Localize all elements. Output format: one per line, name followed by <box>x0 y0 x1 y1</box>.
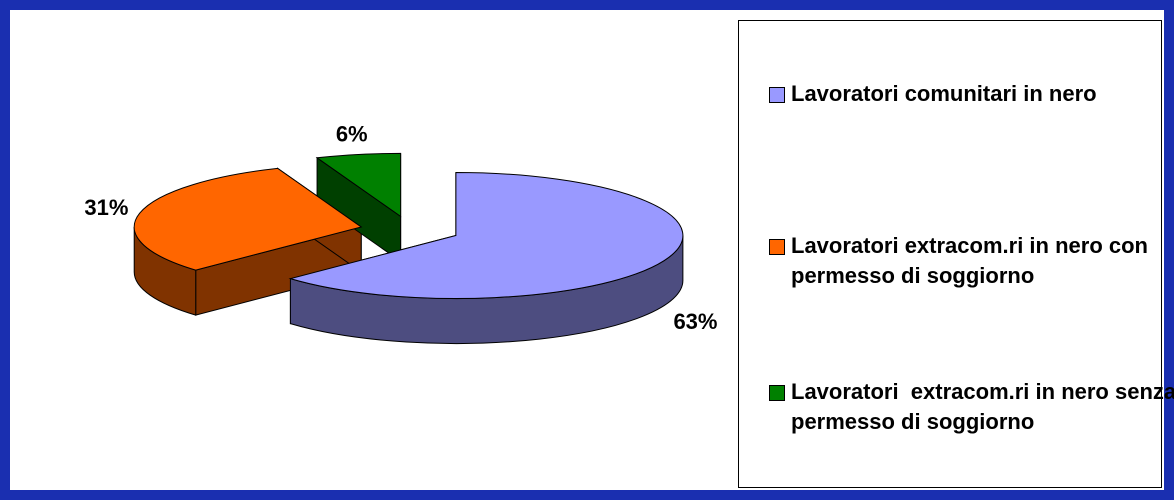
data-label: 31% <box>84 195 128 220</box>
legend-swatch <box>769 385 785 401</box>
slice <box>133 167 363 271</box>
data-label: 6% <box>336 122 368 147</box>
legend-label: Lavoratori comunitari in nero <box>791 81 1097 106</box>
legend-label: Lavoratori extracom.ri in nero con perme… <box>791 233 1155 288</box>
legend-swatch <box>769 239 785 255</box>
slice <box>315 152 402 218</box>
chart: 63% 31% 6% <box>84 122 717 345</box>
legend: Lavoratori comunitari in nero Lavoratori … <box>738 20 1174 488</box>
slice <box>288 172 684 300</box>
legend-swatch <box>769 87 785 103</box>
legend-entry: Lavoratori extracom.ri in nero con perme… <box>769 231 1174 291</box>
legend-label: Lavoratori extracom.ri in nero senza per… <box>791 379 1174 434</box>
data-label: 63% <box>673 309 717 334</box>
legend-entry: Lavoratori extracom.ri in nero senza per… <box>769 377 1174 437</box>
legend-entry: Lavoratori comunitari in nero <box>769 79 1174 109</box>
